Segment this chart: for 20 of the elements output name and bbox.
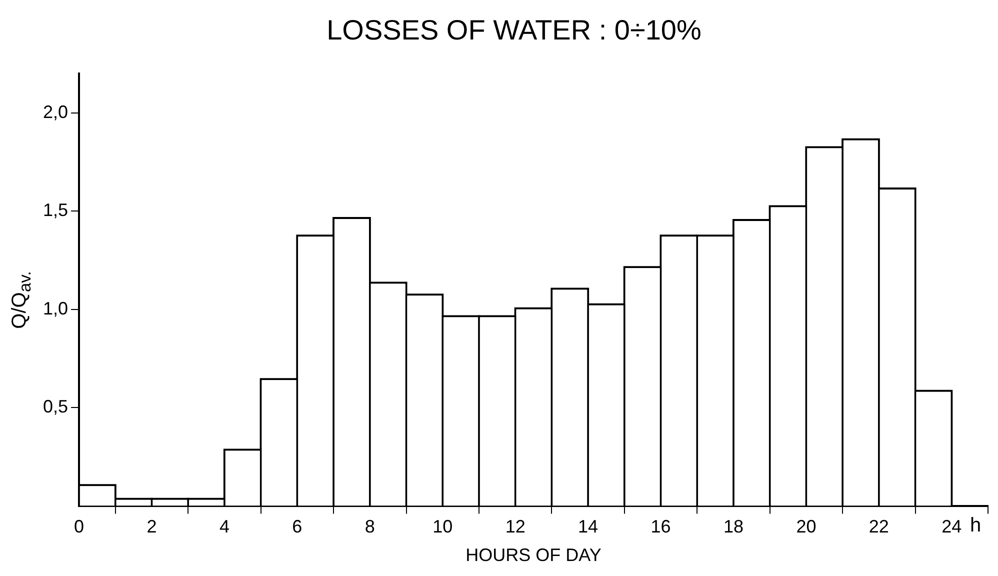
y-tick-label: 1,5 xyxy=(42,200,68,220)
x-tick-label: 4 xyxy=(219,516,230,537)
x-tick-label: 12 xyxy=(505,516,526,537)
x-tick-label: 22 xyxy=(868,516,889,537)
chart-title: LOSSES OF WATER : 0÷10% xyxy=(326,14,702,46)
x-tick-label: 20 xyxy=(796,516,816,537)
x-tick-label: 2 xyxy=(146,516,157,537)
x-tick-label: 24 xyxy=(942,516,962,537)
text: h xyxy=(970,514,982,536)
x-tick-label: 0 xyxy=(74,516,84,537)
x-tick-label: 18 xyxy=(723,516,744,537)
y-tick-label: 2,0 xyxy=(42,102,68,122)
x-axis-title: HOURS OF DAY xyxy=(466,545,602,566)
x-tick-label: 14 xyxy=(578,516,598,537)
x-tick-label: 8 xyxy=(364,516,375,537)
x-tick-label: 16 xyxy=(650,516,671,537)
y-tick-label: 1,0 xyxy=(42,298,68,318)
x-tick-label: 10 xyxy=(432,516,453,537)
y-tick-label: 0,5 xyxy=(42,396,68,417)
x-tick-label: 6 xyxy=(292,516,302,537)
